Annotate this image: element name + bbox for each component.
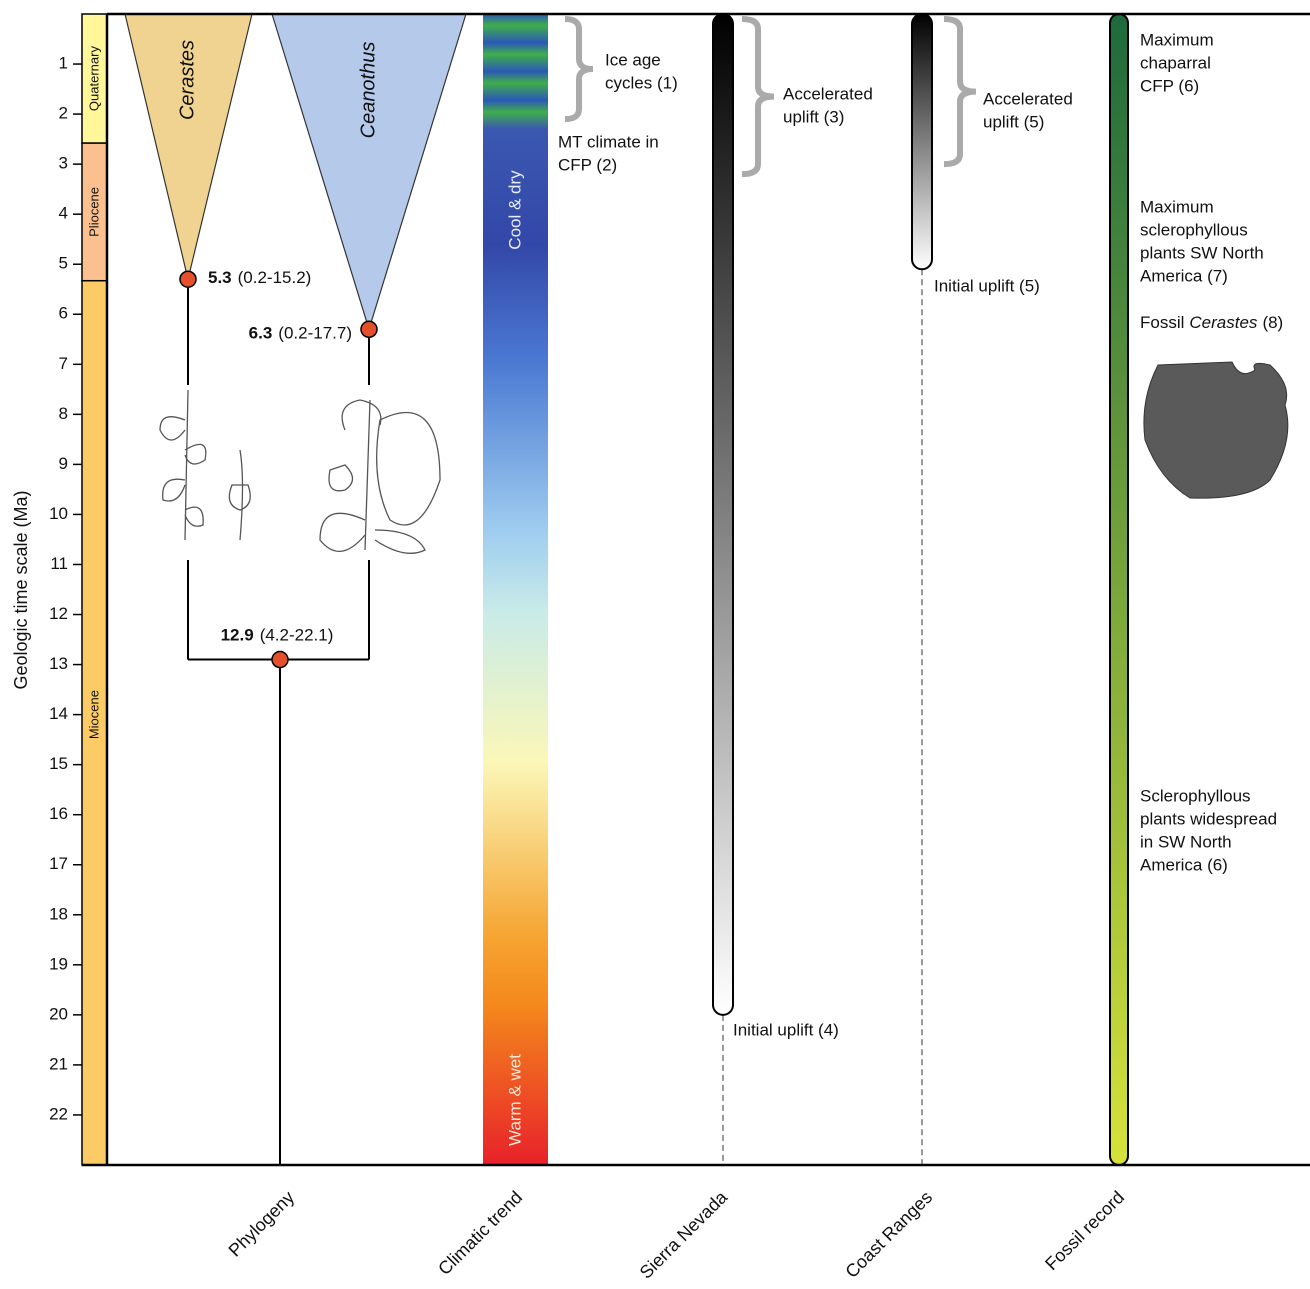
- y-tick-label: 3: [59, 154, 68, 173]
- uplift-annotation: Accelerated: [983, 89, 1073, 108]
- climate-annotation: cycles (1): [605, 73, 678, 92]
- fossil-annotation: CFP (6): [1140, 76, 1199, 95]
- epoch-label: Quaternary: [86, 46, 101, 112]
- brace: [742, 19, 774, 174]
- fossil-annotation: Sclerophyllous: [1140, 786, 1251, 805]
- node: [272, 652, 288, 668]
- fossil-annotation: Maximum: [1140, 30, 1214, 49]
- fossil-annotation: chaparral: [1140, 53, 1211, 72]
- fossil-annotation: America (7): [1140, 266, 1228, 285]
- climate-label: Warm & wet: [505, 1054, 524, 1146]
- fossil-annotation: plants SW North: [1140, 243, 1264, 262]
- y-tick-label: 19: [49, 954, 68, 973]
- epoch-label: Miocene: [86, 690, 101, 739]
- climate-annotation: Ice age: [605, 50, 661, 69]
- y-tick-label: 14: [49, 704, 68, 723]
- climate-annotation: MT climate in: [558, 132, 659, 151]
- y-tick-label: 15: [49, 754, 68, 773]
- fossil-prefix: Fossil: [1140, 313, 1184, 332]
- y-tick-label: 13: [49, 654, 68, 673]
- node: [180, 271, 196, 287]
- fossil-suffix: (8): [1262, 313, 1283, 332]
- node: [361, 321, 377, 337]
- climate-label: Cool & dry: [505, 170, 524, 250]
- climate-annotation: CFP (2): [558, 155, 617, 174]
- brace: [565, 19, 593, 119]
- node-age: 6.3: [249, 324, 273, 343]
- column-label: Sierra Nevada: [636, 1186, 732, 1282]
- y-tick-label: 1: [59, 54, 68, 73]
- column-label: Climatic trend: [434, 1187, 526, 1279]
- column-label: Phylogeny: [225, 1187, 299, 1261]
- uplift-bar: [713, 14, 733, 1015]
- y-tick-label: 11: [50, 554, 68, 573]
- column-label: Fossil record: [1041, 1187, 1128, 1274]
- brace: [944, 19, 976, 164]
- fossil-taxon: Cerastes: [1189, 313, 1258, 332]
- uplift-label: Initial uplift (5): [934, 276, 1040, 295]
- clade-name: Cerastes: [176, 40, 198, 120]
- epoch-label: Pliocene: [86, 187, 101, 237]
- node-interval: (0.2-15.2): [238, 269, 312, 288]
- node-age: 5.3: [208, 269, 232, 288]
- y-tick-label: 18: [49, 904, 68, 923]
- y-tick-label: 5: [59, 254, 68, 273]
- y-tick-label: 10: [49, 504, 68, 523]
- fossil-annotation: in SW North: [1140, 832, 1232, 851]
- uplift-annotation: uplift (3): [783, 107, 844, 126]
- fossil-label: Fossil Cerastes(8): [1140, 313, 1283, 332]
- y-tick-label: 20: [49, 1004, 68, 1023]
- node-interval: (4.2-22.1): [260, 626, 334, 645]
- uplift-label: Initial uplift (4): [733, 1020, 839, 1039]
- uplift-annotation: uplift (5): [983, 112, 1044, 131]
- y-axis-label: Geologic time scale (Ma): [11, 490, 31, 689]
- y-tick-label: 9: [59, 454, 68, 473]
- node-label: 12.9 (4.2-22.1): [221, 626, 334, 645]
- fossil-annotation: America (6): [1140, 855, 1228, 874]
- fossil-bar: [1110, 14, 1128, 1165]
- y-tick-label: 17: [49, 854, 68, 873]
- y-tick-label: 7: [59, 354, 68, 373]
- y-tick-label: 12: [49, 604, 68, 623]
- fossil-image: [1144, 362, 1288, 498]
- y-tick-label: 6: [59, 304, 68, 323]
- y-tick-label: 8: [59, 404, 68, 423]
- plant-sketch: [160, 390, 440, 553]
- column-label: Coast Ranges: [841, 1187, 936, 1282]
- uplift-annotation: Accelerated: [783, 84, 873, 103]
- node-interval: (0.2-17.7): [278, 324, 352, 343]
- fossil-annotation: sclerophyllous: [1140, 220, 1248, 239]
- node-label: 5.3 (0.2-15.2): [208, 269, 311, 288]
- fossil-annotation: Maximum: [1140, 197, 1214, 216]
- node-age: 12.9: [221, 626, 254, 645]
- clade-name: Ceanothus: [357, 42, 379, 139]
- y-tick-label: 21: [49, 1054, 68, 1073]
- node-label: 6.3 (0.2-17.7): [249, 324, 352, 343]
- y-tick-label: 4: [59, 204, 68, 223]
- y-tick-label: 22: [49, 1104, 68, 1123]
- chart: Geologic time scale (Ma) Quaternary Plioc…: [0, 0, 1310, 1289]
- y-tick-label: 16: [49, 804, 68, 823]
- uplift-bar: [912, 14, 932, 269]
- y-tick-label: 2: [59, 104, 68, 123]
- fossil-annotation: plants widespread: [1140, 809, 1277, 828]
